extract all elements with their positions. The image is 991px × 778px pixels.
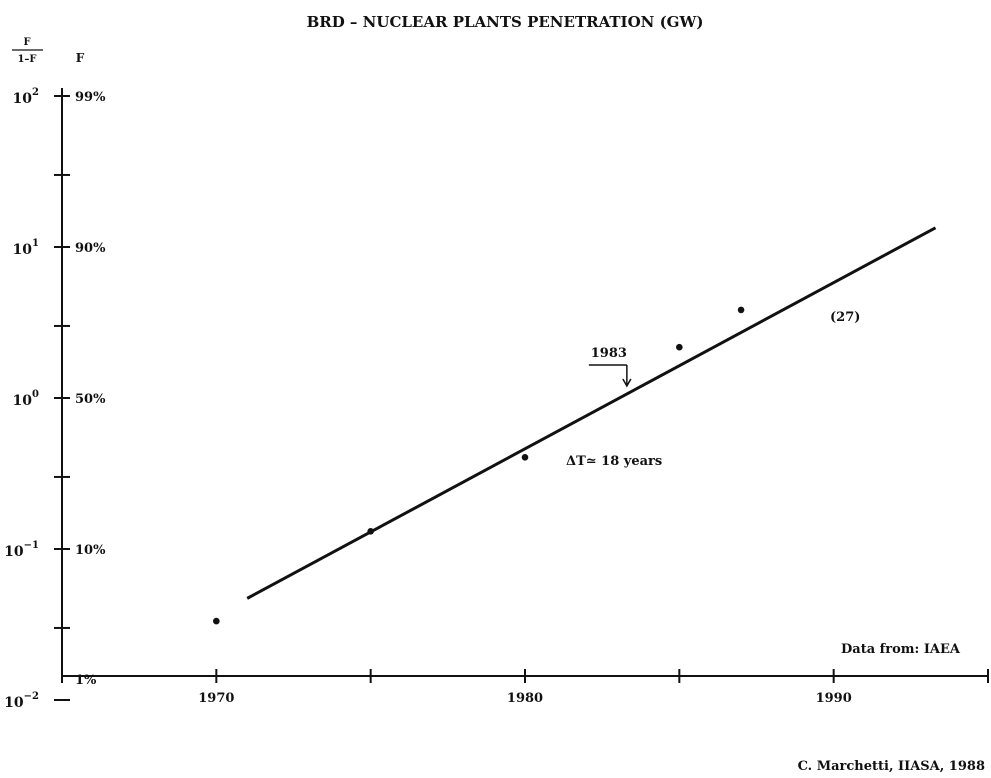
- fit-line: [246, 226, 937, 600]
- y-tick-label-exponent: 1: [32, 238, 39, 249]
- data-point-0: [213, 617, 220, 625]
- y-axis-ticks: 102 99%101 90%100 50%10−1 10%10−21%: [4, 87, 106, 711]
- y-tick-label-exponent: 0: [32, 389, 39, 400]
- data-point-2: [521, 453, 529, 461]
- y-tick-percent-4: 1%: [75, 673, 97, 688]
- y-tick-label-base: 10: [13, 393, 33, 409]
- y-tick-label-exponent: −2: [24, 691, 39, 702]
- x-tick-label-2: 1990: [816, 691, 852, 706]
- fit-line-group: [246, 226, 937, 600]
- y-tick-label-base: 10: [13, 242, 33, 258]
- x-axis-ticks: 1970 1980 1990: [61, 669, 989, 706]
- delta-t-annotation: ΔT≃ 18 years: [566, 454, 662, 469]
- x-tick-label-1: 1980: [507, 691, 543, 706]
- y-tick-label-2: 100: [13, 389, 39, 409]
- data-points: [213, 306, 745, 625]
- y-tick-label-1: 101: [13, 238, 39, 258]
- y-tick-label-base: 10: [13, 91, 33, 107]
- midpoint-annotation: 1983: [588, 346, 632, 388]
- y-tick-label-3: 10−1: [4, 540, 39, 560]
- y-tick-label-0: 102: [13, 87, 39, 107]
- x-tick-label-0: 1970: [198, 691, 234, 706]
- data-point-3: [676, 343, 683, 351]
- y-axis-header-denominator: 1–F: [17, 54, 36, 65]
- data-source-note: Data from: IAEA: [841, 642, 961, 657]
- credit-note: C. Marchetti, IIASA, 1988: [798, 759, 985, 774]
- y-tick-percent-2: 50%: [75, 392, 106, 407]
- y-tick-percent-1: 90%: [75, 241, 106, 256]
- y-tick-label-4: 10−2: [4, 691, 39, 711]
- y-tick-label-exponent: 2: [32, 87, 39, 98]
- chart-title: BRD – NUCLEAR PLANTS PENETRATION (GW): [307, 13, 704, 31]
- y-tick-percent-0: 99%: [75, 90, 106, 105]
- y-axis-header-f: F: [76, 51, 85, 65]
- y-tick-label-base: 10: [4, 544, 24, 560]
- curve-number-annotation: (27): [830, 310, 860, 325]
- midpoint-arrow-head: [622, 378, 632, 388]
- data-point-4: [737, 306, 745, 314]
- y-tick-label-exponent: −1: [24, 540, 39, 551]
- y-axis-header: F 1–F F: [12, 37, 85, 65]
- y-tick-label-base: 10: [4, 695, 24, 711]
- data-point-1: [367, 527, 374, 535]
- y-tick-percent-3: 10%: [75, 543, 106, 558]
- y-axis-header-numerator: F: [23, 37, 30, 48]
- midpoint-label: 1983: [591, 346, 627, 361]
